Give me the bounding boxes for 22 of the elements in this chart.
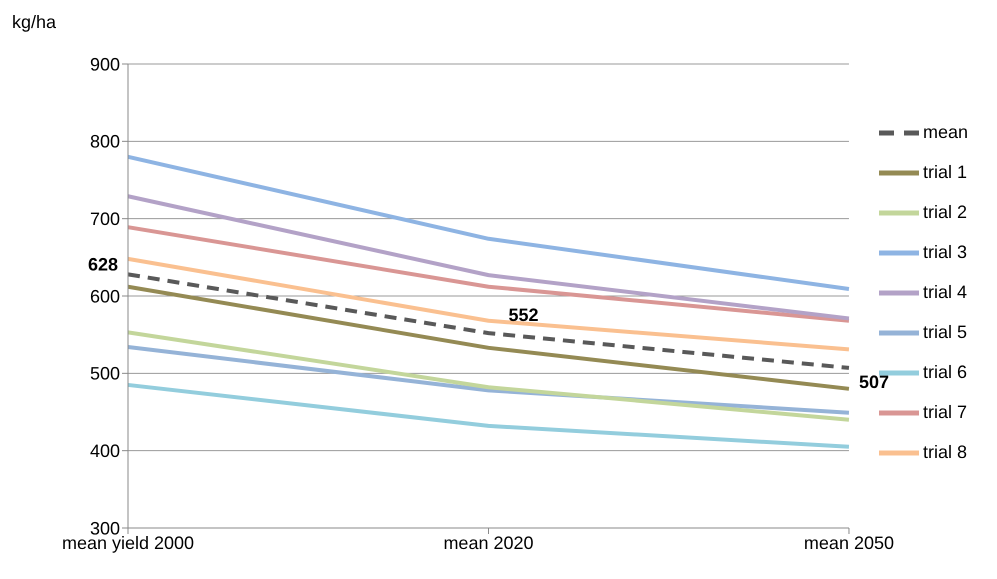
legend-label: trial 6 xyxy=(922,362,967,382)
data-label: 628 xyxy=(88,254,118,274)
y-tick-label: 700 xyxy=(90,209,120,230)
y-tick-label: 300 xyxy=(90,518,120,538)
x-tick-label: mean 2020 xyxy=(443,532,534,553)
legend-label: trial 3 xyxy=(922,242,967,262)
y-tick-label: 500 xyxy=(90,364,120,384)
legend-label: trial 5 xyxy=(922,322,967,342)
x-tick-label: mean 2050 xyxy=(804,532,894,553)
legend-label: trial 8 xyxy=(922,442,967,462)
y-tick-label: 400 xyxy=(90,441,120,462)
legend-label: trial 7 xyxy=(922,402,967,422)
data-label: 552 xyxy=(508,305,539,326)
legend-label: trial 2 xyxy=(922,202,967,222)
data-label: 507 xyxy=(858,372,890,392)
y-tick-label: 900 xyxy=(90,54,120,74)
legend-label: mean xyxy=(922,122,968,142)
legend-label: trial 4 xyxy=(922,282,967,302)
y-tick-label: 600 xyxy=(90,286,120,306)
y-axis-title: kg/ha xyxy=(12,12,56,33)
y-tick-label: 800 xyxy=(90,132,120,152)
legend-label: trial 1 xyxy=(922,162,967,182)
